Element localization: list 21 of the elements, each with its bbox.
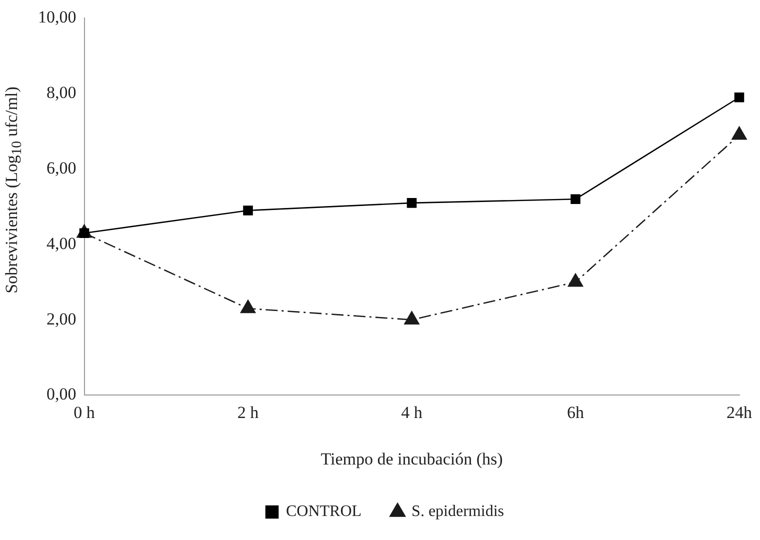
y-tick-label: 0,00 [46, 384, 76, 404]
x-tick-label: 4 h [401, 402, 423, 422]
y-tick-label: 4,00 [46, 234, 76, 253]
y-tick-label: 6,00 [46, 158, 76, 178]
y-tick-label: 8,00 [46, 83, 76, 102]
legend-label: CONTROL [286, 503, 362, 520]
y-tick-label: 2,00 [46, 309, 76, 328]
point [243, 206, 253, 216]
y-tick-label: 10,00 [38, 8, 76, 27]
point [734, 92, 744, 102]
point [570, 194, 580, 204]
point [240, 300, 256, 314]
x-axis-title: Tiempo de incubación (hs) [320, 449, 503, 468]
point [404, 311, 420, 324]
x-tick-label: 0 h [74, 402, 96, 422]
point [406, 198, 417, 208]
legend-label: S. epidermidis [412, 503, 504, 520]
x-tick-label: 24h [726, 402, 752, 422]
point [568, 273, 584, 287]
x-tick-label: 6h [567, 402, 584, 422]
x-tick-label: 2 h [237, 402, 260, 422]
